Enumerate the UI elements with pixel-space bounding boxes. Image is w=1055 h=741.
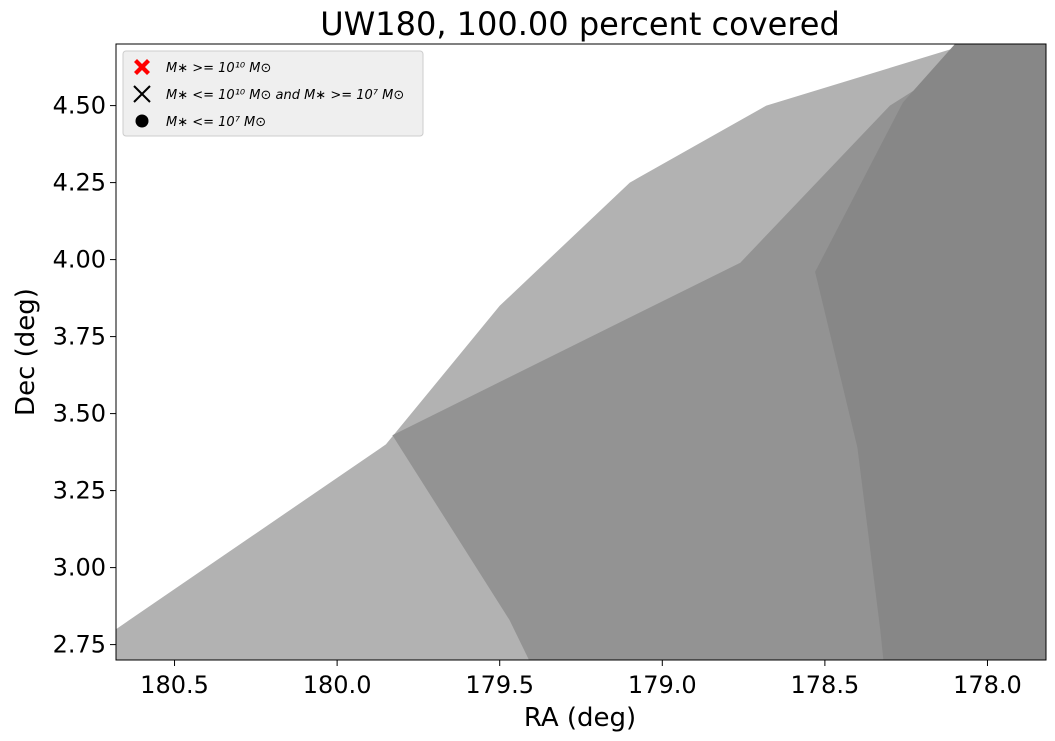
y-tick-label: 3.75 (53, 323, 106, 351)
x-tick-label: 179.5 (465, 671, 534, 699)
legend-entry-low-mass: M∗ <= 10⁷ M⊙ (135, 114, 266, 130)
x-axis-ticks: 180.5 180.0 179.5 179.0 178.5 178.0 (140, 660, 1022, 699)
circle-marker-icon (135, 114, 149, 128)
legend-entry-mid-mass: M∗ <= 10¹⁰ M⊙ and M∗ >= 10⁷ M⊙ (133, 85, 404, 103)
x-axis-label: RA (deg) (524, 703, 636, 733)
x-tick-label: 180.0 (303, 671, 372, 699)
legend-box (122, 50, 424, 137)
coverage-region-2 (815, 44, 1046, 660)
x-tick-label: 178.5 (791, 671, 860, 699)
y-tick-label: 4.25 (53, 169, 106, 197)
y-tick-label: 4.00 (53, 246, 106, 274)
plot-frame (115, 43, 1047, 661)
y-tick-label: 4.50 (53, 92, 106, 120)
legend: M∗ >= 10¹⁰ M⊙ M∗ <= 10¹⁰ M⊙ and M∗ >= 10… (122, 50, 424, 137)
x-marker-icon (133, 85, 151, 103)
coverage-regions (116, 44, 1046, 660)
y-tick-label: 3.00 (53, 554, 106, 582)
y-axis-ticks: 2.75 3.00 3.25 3.50 3.75 4.00 4.25 4.50 (53, 92, 116, 659)
legend-label-mid-mass: M∗ <= 10¹⁰ M⊙ and M∗ >= 10⁷ M⊙ (166, 88, 404, 103)
y-tick-label: 3.25 (53, 477, 106, 505)
chart-title: UW180, 100.00 percent covered (320, 5, 840, 43)
legend-label-high-mass: M∗ >= 10¹⁰ M⊙ (166, 61, 271, 76)
legend-entry-high-mass: M∗ >= 10¹⁰ M⊙ (134, 59, 271, 76)
y-tick-label: 2.75 (53, 631, 106, 659)
filled-x-marker-icon (134, 59, 150, 75)
x-tick-label: 178.0 (953, 671, 1022, 699)
x-tick-label: 180.5 (140, 671, 209, 699)
legend-label-low-mass: M∗ <= 10⁷ M⊙ (166, 115, 266, 130)
y-axis-label: Dec (deg) (11, 288, 41, 416)
x-tick-label: 179.0 (628, 671, 697, 699)
y-tick-label: 3.50 (53, 400, 106, 428)
